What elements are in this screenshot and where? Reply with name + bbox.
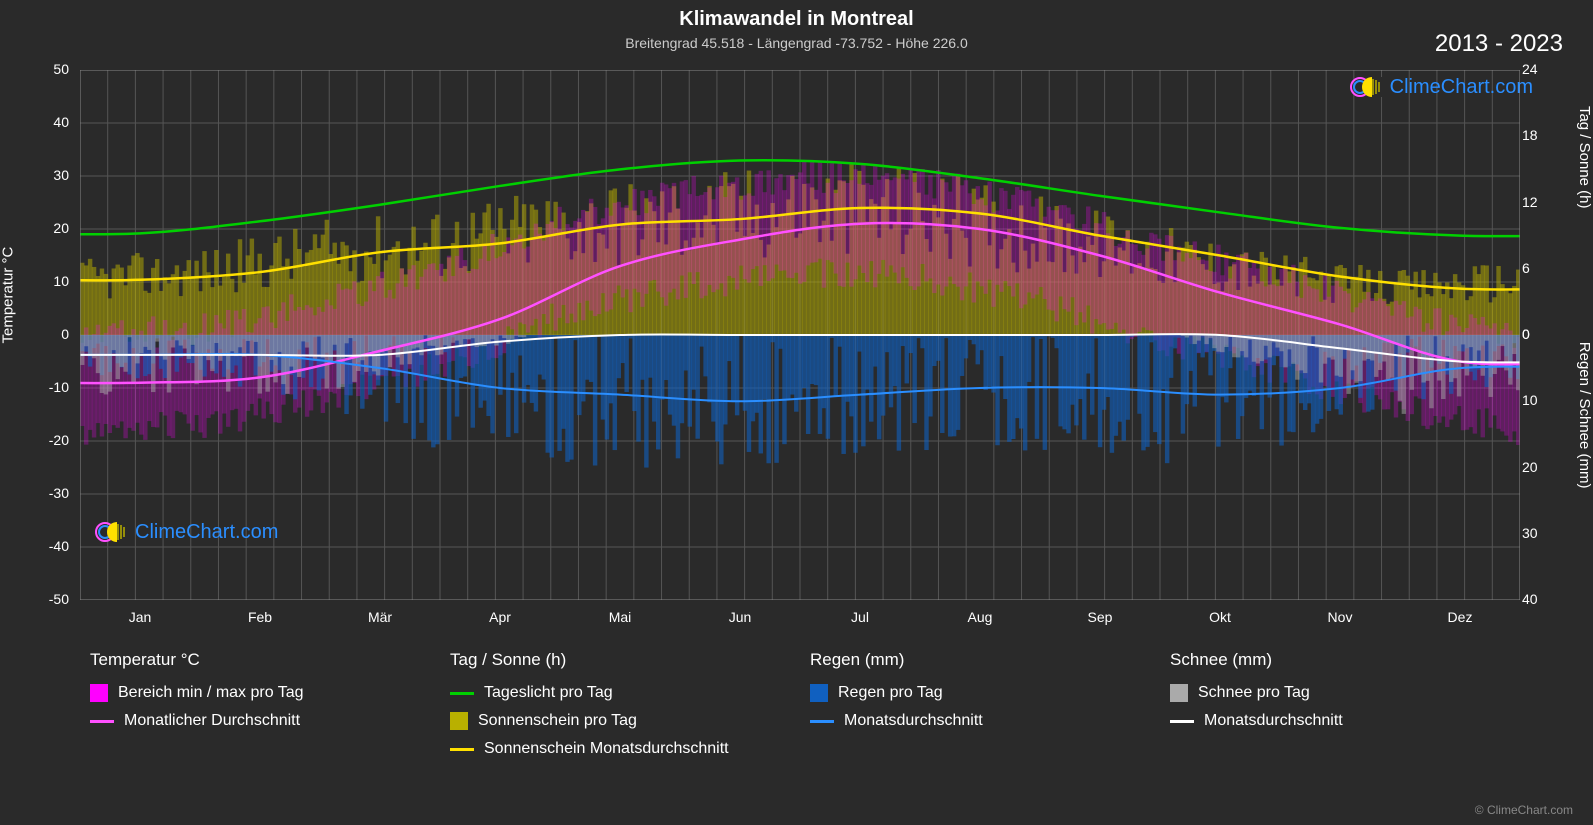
- month-label: Aug: [968, 609, 993, 625]
- y-left-tick: 10: [53, 273, 69, 289]
- legend-header: Temperatur °C: [90, 650, 450, 670]
- y-left-tick: 40: [53, 114, 69, 130]
- month-label: Mai: [609, 609, 632, 625]
- legend-column: Tag / Sonne (h) Tageslicht pro Tag Sonnens…: [450, 650, 810, 768]
- line-icon: [450, 748, 474, 751]
- month-label: Okt: [1209, 609, 1231, 625]
- month-label: Feb: [248, 609, 272, 625]
- line-icon: [1170, 720, 1194, 723]
- y-right-bottom-tick: 0: [1522, 326, 1530, 342]
- watermark-top: ClimeChart.com: [1350, 75, 1533, 99]
- y-axis-right: 06121824010203040: [1518, 70, 1578, 600]
- y-axis-right-bottom-label: Regen / Schnee (mm): [1577, 342, 1593, 489]
- line-icon: [90, 720, 114, 723]
- y-left-tick: 0: [61, 326, 69, 342]
- month-label: Jun: [729, 609, 752, 625]
- watermark-text: ClimeChart.com: [1390, 76, 1533, 99]
- y-left-tick: 20: [53, 220, 69, 236]
- legend-item: Sonnenschein pro Tag: [450, 712, 810, 730]
- month-label: Mär: [368, 609, 392, 625]
- y-right-top-tick: 6: [1522, 260, 1530, 276]
- plot-svg: [80, 70, 1520, 600]
- watermark-text: ClimeChart.com: [135, 521, 278, 544]
- logo-icon: [95, 520, 129, 544]
- legend-column: Temperatur °C Bereich min / max pro Tag Mo…: [90, 650, 450, 768]
- legend: Temperatur °C Bereich min / max pro Tag Mo…: [90, 650, 1530, 768]
- y-left-tick: -40: [49, 538, 69, 554]
- month-label: Nov: [1328, 609, 1353, 625]
- y-axis-right-top-label: Tag / Sonne (h): [1577, 106, 1593, 209]
- plot-area: [80, 70, 1520, 600]
- chart-title: Klimawandel in Montreal: [0, 0, 1593, 31]
- y-right-top-tick: 12: [1522, 194, 1538, 210]
- legend-label: Regen pro Tag: [838, 684, 943, 702]
- swatch-icon: [1170, 684, 1188, 702]
- month-label: Dez: [1448, 609, 1473, 625]
- legend-label: Monatlicher Durchschnitt: [124, 712, 300, 730]
- legend-item: Bereich min / max pro Tag: [90, 684, 450, 702]
- legend-item: Monatlicher Durchschnitt: [90, 712, 450, 730]
- legend-column: Regen (mm) Regen pro Tag Monatsdurchschnit…: [810, 650, 1170, 768]
- swatch-icon: [90, 684, 108, 702]
- copyright: © ClimeChart.com: [1475, 803, 1573, 817]
- y-right-bottom-tick: 40: [1522, 591, 1538, 607]
- chart-subtitle: Breitengrad 45.518 - Längengrad -73.752 …: [0, 31, 1593, 51]
- legend-header: Schnee (mm): [1170, 650, 1530, 670]
- legend-header: Regen (mm): [810, 650, 1170, 670]
- logo-icon: [1350, 75, 1384, 99]
- y-left-tick: -30: [49, 485, 69, 501]
- month-label: Jan: [129, 609, 152, 625]
- legend-label: Sonnenschein Monatsdurchschnitt: [484, 740, 729, 758]
- legend-label: Tageslicht pro Tag: [484, 684, 613, 702]
- legend-item: Monatsdurchschnitt: [1170, 712, 1530, 730]
- y-left-tick: -50: [49, 591, 69, 607]
- y-left-tick: -10: [49, 379, 69, 395]
- legend-item: Monatsdurchschnitt: [810, 712, 1170, 730]
- line-icon: [450, 692, 474, 695]
- y-right-bottom-tick: 10: [1522, 392, 1538, 408]
- legend-label: Schnee pro Tag: [1198, 684, 1310, 702]
- line-icon: [810, 720, 834, 723]
- legend-item: Regen pro Tag: [810, 684, 1170, 702]
- month-label: Jul: [851, 609, 869, 625]
- y-left-tick: -20: [49, 432, 69, 448]
- legend-label: Monatsdurchschnitt: [1204, 712, 1343, 730]
- watermark-bottom: ClimeChart.com: [95, 520, 278, 544]
- y-left-tick: 30: [53, 167, 69, 183]
- year-range: 2013 - 2023: [1435, 30, 1563, 58]
- month-label: Apr: [489, 609, 511, 625]
- legend-label: Sonnenschein pro Tag: [478, 712, 637, 730]
- y-right-bottom-tick: 20: [1522, 459, 1538, 475]
- y-left-tick: 50: [53, 61, 69, 77]
- legend-item: Tageslicht pro Tag: [450, 684, 810, 702]
- legend-item: Sonnenschein Monatsdurchschnitt: [450, 740, 810, 758]
- swatch-icon: [810, 684, 828, 702]
- y-right-top-tick: 18: [1522, 127, 1538, 143]
- legend-label: Monatsdurchschnitt: [844, 712, 983, 730]
- legend-header: Tag / Sonne (h): [450, 650, 810, 670]
- climate-chart: Klimawandel in Montreal Breitengrad 45.5…: [0, 0, 1593, 825]
- y-axis-left: -50-40-30-20-1001020304050: [15, 70, 75, 600]
- y-right-bottom-tick: 30: [1522, 525, 1538, 541]
- month-label: Sep: [1088, 609, 1113, 625]
- legend-item: Schnee pro Tag: [1170, 684, 1530, 702]
- legend-label: Bereich min / max pro Tag: [118, 684, 304, 702]
- legend-column: Schnee (mm) Schnee pro Tag Monatsdurchschn…: [1170, 650, 1530, 768]
- swatch-icon: [450, 712, 468, 730]
- x-axis: Jan Feb Mär Apr Mai Jun Jul Aug Sep Okt Nov Dez: [80, 605, 1520, 635]
